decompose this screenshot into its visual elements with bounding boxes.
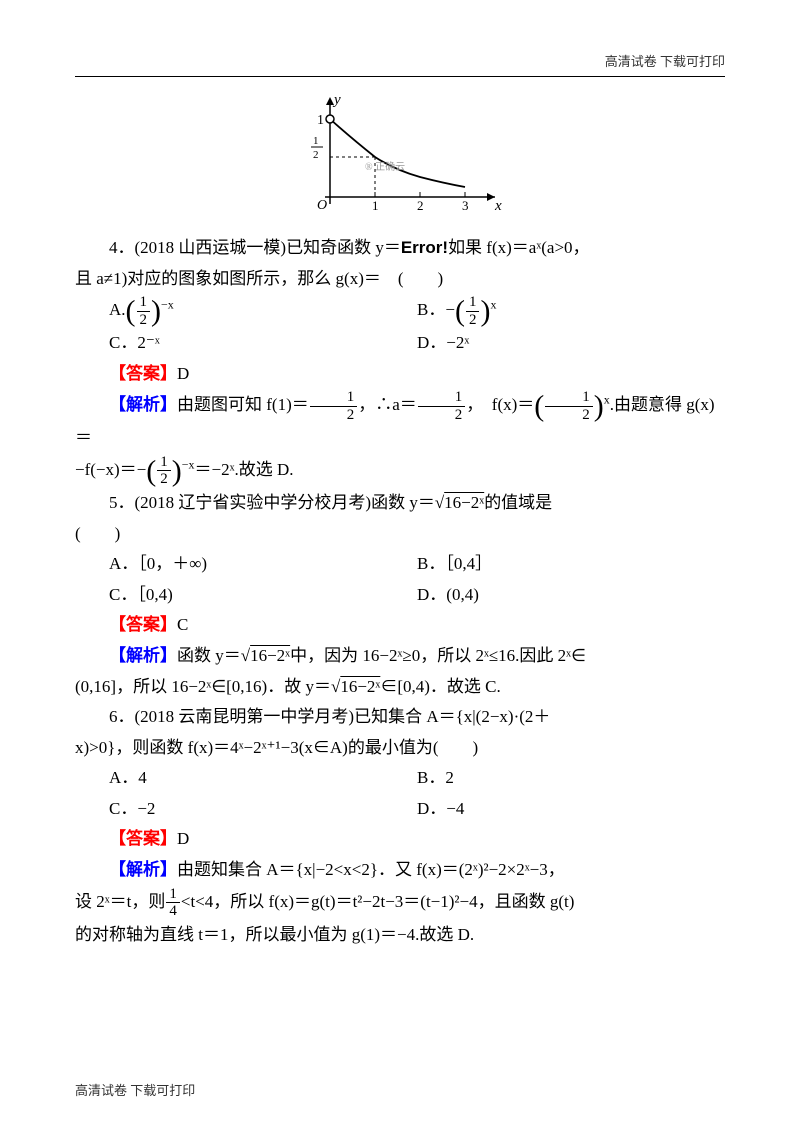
q4-answer: 【答案】D <box>75 359 725 390</box>
q6-option-c: C．−2 <box>109 794 417 825</box>
svg-text:1: 1 <box>317 113 324 128</box>
origin-label: O <box>317 198 327 212</box>
graph-watermark: ® 正确云 <box>365 160 405 173</box>
svg-text:1: 1 <box>313 135 319 147</box>
q5-option-b: B．［0,4］ <box>417 549 725 580</box>
q6-option-a: A．4 <box>109 763 417 794</box>
q6-explain-1: 【解析】由题知集合 A＝{x|−2<x<2}．又 f(x)＝(2ˣ)²−2×2ˣ… <box>75 855 725 886</box>
q6-stem: 6．(2018 云南昆明第一中学月考)已知集合 A＝{x|(2−x)·(2＋ <box>75 702 725 733</box>
q6-answer: 【答案】D <box>75 824 725 855</box>
svg-text:3: 3 <box>462 198 469 212</box>
q4-options: A.(12)−x B．−(12)x C．2⁻ˣ D．−2ˣ <box>75 294 725 359</box>
q5-option-a: A．［0，＋∞) <box>109 549 417 580</box>
svg-text:1: 1 <box>372 198 379 212</box>
q4-option-b: B．−(12)x <box>417 294 725 328</box>
q4-stem-2: 且 a≠1)对应的图象如图所示，那么 g(x)＝ ( ) <box>75 264 725 295</box>
q4-stem: 4．(2018 山西运城一模)已知奇函数 y＝Error!如果 f(x)＝aˣ(… <box>75 233 725 264</box>
q6-stem-2: x)>0}，则函数 f(x)＝4ˣ−2ˣ⁺¹−3(x∈A)的最小值为( ) <box>75 733 725 764</box>
q5-options: A．［0，＋∞) B．［0,4］ C．［0,4) D．(0,4) <box>75 549 725 610</box>
svg-text:2: 2 <box>417 198 424 212</box>
q4-explain-1: 【解析】由题图可知 f(1)＝12，∴a＝12， f(x)＝(12)x.由题意得… <box>75 389 725 454</box>
q5-explain-2: (0,16]，所以 16−2ˣ∈[0,16)．故 y＝√16−2ˣ∈[0,4)．… <box>75 672 725 703</box>
q5-explain-1: 【解析】函数 y＝√16−2ˣ中，因为 16−2ˣ≥0，所以 2ˣ≤16.因此 … <box>75 641 725 672</box>
q6-option-d: D．−4 <box>417 794 725 825</box>
q6-explain-2: 设 2ˣ＝t，则14<t<4，所以 f(x)＝g(t)＝t²−2t−3＝(t−1… <box>75 886 725 920</box>
q4-option-c: C．2⁻ˣ <box>109 328 417 359</box>
q6-explain-3: 的对称轴为直线 t＝1，所以最小值为 g(1)＝−4.故选 D. <box>75 920 725 951</box>
q6-option-b: B．2 <box>417 763 725 794</box>
x-axis-label: x <box>494 198 502 212</box>
q4-option-d: D．−2ˣ <box>417 328 725 359</box>
svg-text:2: 2 <box>313 149 319 161</box>
function-graph: y x O 1 1 2 1 2 3 ® 正确云 <box>75 92 725 223</box>
q5-stem-2: ( ) <box>75 519 725 550</box>
page-header: 高清试卷 下载可打印 <box>75 50 725 77</box>
q5-answer: 【答案】C <box>75 610 725 641</box>
y-axis-label: y <box>332 92 341 108</box>
q5-stem: 5．(2018 辽宁省实验中学分校月考)函数 y＝√16−2ˣ的值域是 <box>75 488 725 519</box>
q4-option-a: A.(12)−x <box>109 294 417 328</box>
page-footer: 高清试卷 下载可打印 <box>75 1079 195 1102</box>
error-text: Error! <box>401 238 448 257</box>
q6-options: A．4 B．2 C．−2 D．−4 <box>75 763 725 824</box>
q4-explain-2: −f(−x)＝−(12)−x＝−2ˣ.故选 D. <box>75 454 725 488</box>
q5-option-d: D．(0,4) <box>417 580 725 611</box>
q5-option-c: C．［0,4) <box>109 580 417 611</box>
